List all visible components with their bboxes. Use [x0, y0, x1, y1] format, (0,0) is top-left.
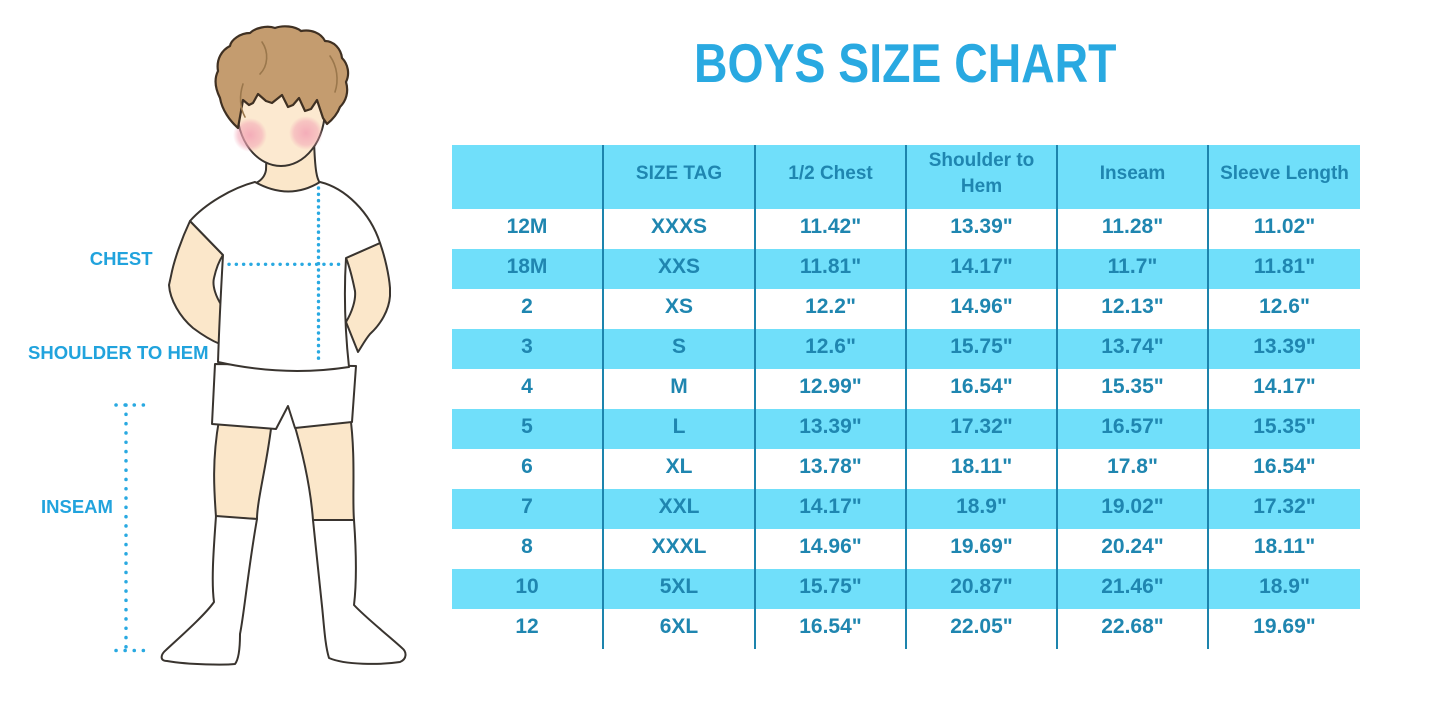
svg-text:CHEST: CHEST	[90, 248, 153, 269]
svg-text:SHOULDER TO HEM: SHOULDER TO HEM	[28, 342, 209, 363]
svg-text:INSEAM: INSEAM	[41, 496, 113, 517]
